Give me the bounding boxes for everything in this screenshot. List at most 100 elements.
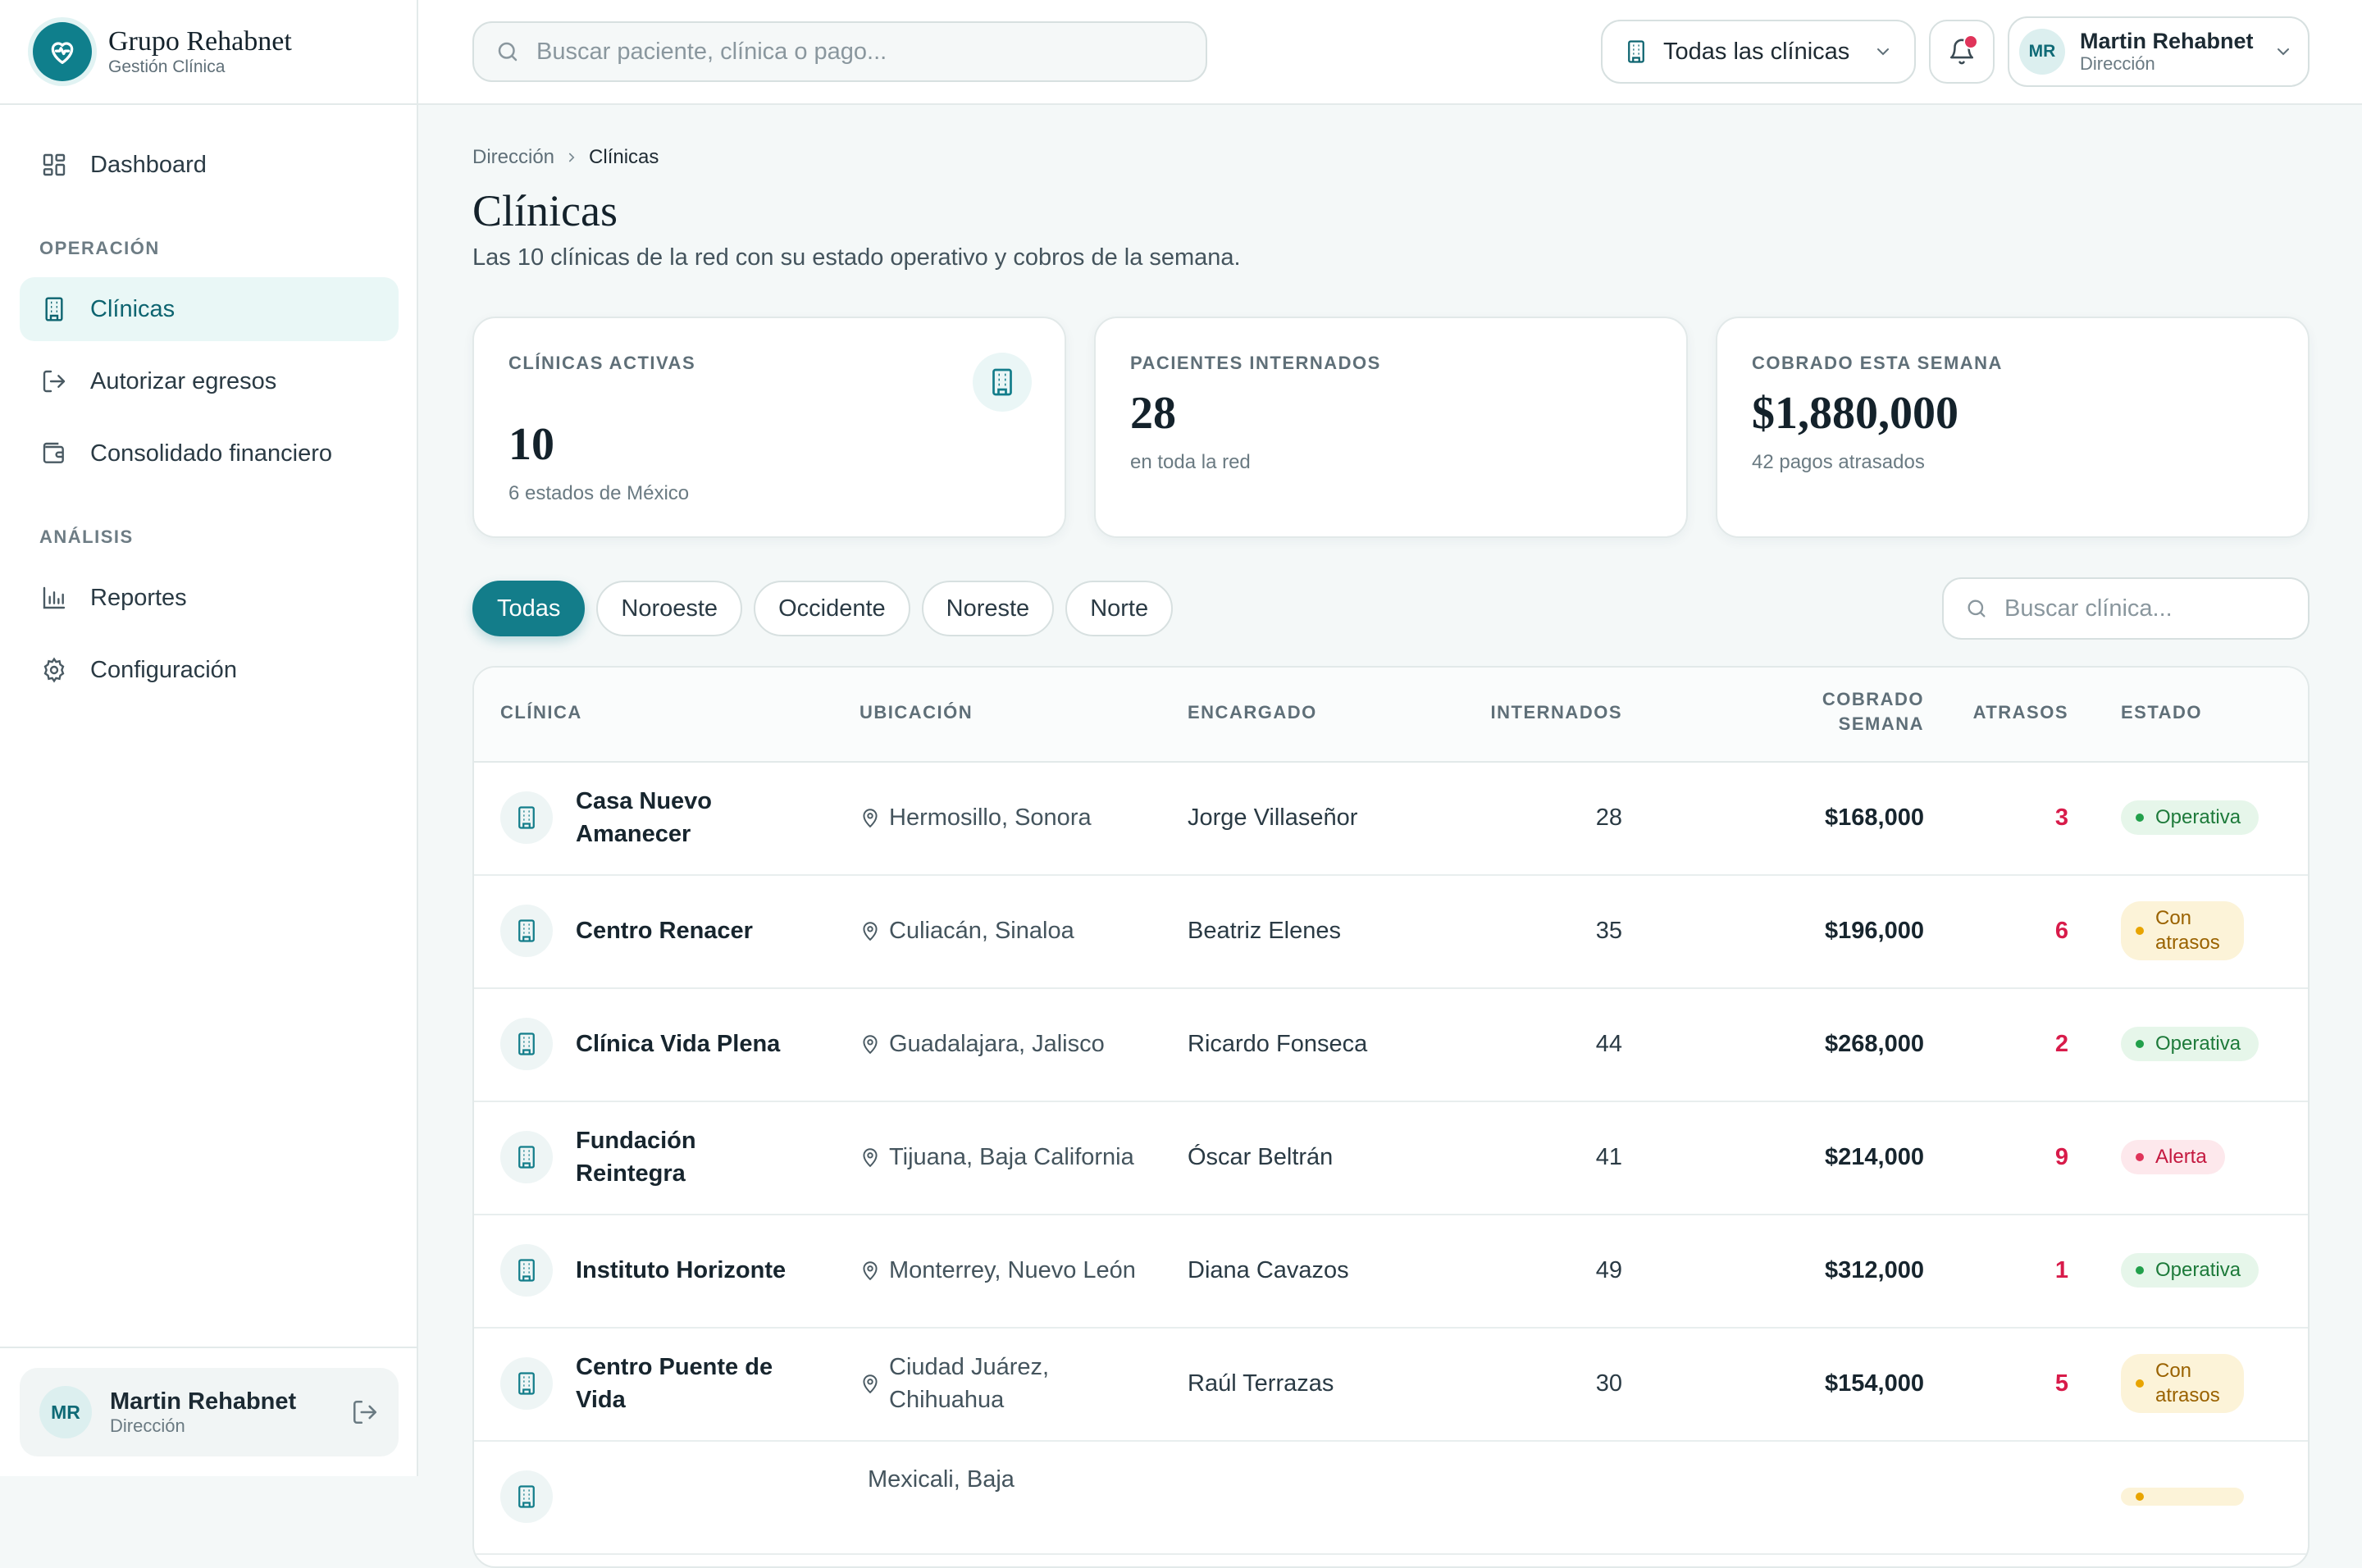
user-menu[interactable]: MR Martin Rehabnet Dirección [2008, 16, 2310, 87]
status-badge: Operativa [2121, 1027, 2259, 1061]
clinic-name[interactable]: Centro Puente de Vida [576, 1354, 773, 1413]
status-label: Operativa [2155, 1259, 2241, 1281]
map-pin-icon [860, 1146, 881, 1168]
clinic-search[interactable] [1942, 577, 2310, 640]
user-card: MR Martin Rehabnet Dirección [20, 1368, 399, 1456]
sidebar-item-dashboard[interactable]: Dashboard [20, 133, 399, 197]
clinic-name[interactable]: Instituto Horizonte [576, 1257, 787, 1283]
clinic-name[interactable]: Casa Nuevo Amanecer [576, 788, 713, 847]
clinic-internados: 30 [1595, 1370, 1622, 1397]
filter-chip-occidente[interactable]: Occidente [754, 581, 910, 636]
sidebar: Grupo Rehabnet Gestión Clínica Dashboard… [0, 0, 418, 1476]
search-input[interactable] [535, 37, 1161, 66]
stat-card-clinicas-activas: CLÍNICAS ACTIVAS 10 6 estados de México [472, 317, 1066, 538]
chevron-down-icon [1873, 42, 1893, 62]
sidebar-item-reportes[interactable]: Reportes [20, 566, 399, 630]
notification-dot [1963, 34, 1978, 49]
column-header-cobrado[interactable]: COBRADO SEMANA [1622, 687, 1924, 736]
column-header-internados[interactable]: INTERNADOS [1490, 702, 1622, 722]
filter-chip-noreste[interactable]: Noreste [921, 581, 1055, 636]
stat-value: $1,880,000 [1752, 388, 1958, 439]
sidebar-item-consolidado-financiero[interactable]: Consolidado financiero [20, 422, 399, 485]
sidebar-item-configuracion[interactable]: Configuración [20, 638, 399, 702]
avatar: MR [2019, 29, 2065, 75]
clinic-location: Tijuana, Baja California [889, 1144, 1134, 1170]
status-dot [2136, 927, 2144, 935]
clinic-location: Monterrey, Nuevo León [889, 1257, 1136, 1283]
page-subtitle: Las 10 clínicas de la red con su estado … [472, 244, 1241, 271]
clinics-table: CLÍNICA UBICACIÓN ENCARGADO INTERNADOS C… [472, 666, 2310, 1568]
table-row[interactable]: Instituto Horizonte Monterrey, Nuevo Leó… [474, 1214, 2308, 1329]
table-row[interactable]: Mexicali, Baja [474, 1440, 2308, 1555]
stat-note: 42 pagos atrasados [1752, 451, 1925, 473]
status-dot [2136, 1040, 2144, 1048]
clinic-internados: 44 [1595, 1031, 1622, 1057]
building-icon [500, 1131, 553, 1183]
bell-icon [1948, 38, 1976, 66]
table-row[interactable]: Clínica Vida Plena Guadalajara, Jalisco … [474, 987, 2308, 1102]
bar-chart-icon [39, 583, 69, 613]
stat-label: CLÍNICAS ACTIVAS [508, 353, 696, 373]
filter-chip-todas[interactable]: Todas [472, 581, 586, 636]
status-dot [2136, 814, 2144, 822]
clinic-name[interactable]: Fundación Reintegra [576, 1128, 696, 1187]
column-header-estado[interactable]: ESTADO [2121, 702, 2203, 722]
notifications-button[interactable] [1929, 20, 1995, 84]
status-badge: Operativa [2121, 1253, 2259, 1288]
clinic-filter-label: Todas las clínicas [1663, 38, 1850, 65]
clinic-filter-dropdown[interactable]: Todas las clínicas [1601, 20, 1916, 84]
brand-subtitle: Gestión Clínica [108, 57, 226, 76]
clinic-name[interactable]: Clínica Vida Plena [576, 1031, 781, 1057]
sidebar-item-autorizar-egresos[interactable]: Autorizar egresos [20, 349, 399, 413]
table-row[interactable]: Fundación Reintegra Tijuana, Baja Califo… [474, 1101, 2308, 1215]
dashboard-icon [39, 150, 69, 180]
stat-card-cobrado-semana: COBRADO ESTA SEMANA $1,880,000 42 pagos … [1716, 317, 2310, 538]
global-search[interactable] [472, 21, 1207, 82]
clinic-atrasos: 3 [2054, 805, 2068, 831]
clinic-cobrado: $196,000 [1825, 918, 1924, 944]
logout-icon[interactable] [351, 1398, 379, 1426]
clinic-cobrado: $214,000 [1825, 1144, 1924, 1170]
breadcrumb: Dirección Clínicas [472, 146, 659, 169]
filter-chip-norte[interactable]: Norte [1065, 581, 1174, 636]
column-header-cobrado-line1: COBRADO [1822, 689, 1924, 709]
status-badge: Alerta [2121, 1140, 2225, 1174]
building-icon [500, 1470, 553, 1523]
clinic-manager: Ricardo Fonseca [1188, 1031, 1368, 1057]
status-badge: Con atrasos [2121, 1354, 2244, 1413]
status-badge [2121, 1488, 2244, 1506]
table-row[interactable]: Casa Nuevo Amanecer Hermosillo, Sonora J… [474, 761, 2308, 876]
building-icon [500, 1244, 553, 1297]
stat-label: COBRADO ESTA SEMANA [1752, 353, 2003, 373]
clinic-name[interactable]: Centro Renacer [576, 918, 753, 944]
clinic-cobrado: $268,000 [1825, 1031, 1924, 1057]
status-label: Con atrasos [2155, 907, 2220, 954]
stat-note: en toda la red [1130, 451, 1251, 473]
building-icon [1624, 39, 1648, 64]
column-header-clinica[interactable]: CLÍNICA [500, 702, 582, 722]
stat-value: 10 [508, 419, 554, 470]
stat-note: 6 estados de México [508, 482, 690, 504]
sidebar-item-clinicas[interactable]: Clínicas [20, 277, 399, 341]
status-dot [2136, 1153, 2144, 1161]
table-row[interactable]: Centro Puente de Vida Ciudad Juárez, Chi… [474, 1327, 2308, 1442]
clinic-search-input[interactable] [2003, 594, 2285, 623]
gear-icon [39, 655, 69, 685]
table-row[interactable]: Centro Renacer Culiacán, Sinaloa Beatriz… [474, 874, 2308, 989]
avatar: MR [39, 1386, 92, 1438]
column-header-encargado[interactable]: ENCARGADO [1188, 702, 1317, 722]
status-badge: Operativa [2121, 800, 2259, 835]
nav-section-analisis: ANÁLISIS [39, 526, 134, 547]
column-header-ubicacion[interactable]: UBICACIÓN [860, 702, 974, 722]
column-header-atrasos[interactable]: ATRASOS [1972, 702, 2068, 722]
sidebar-item-label: Consolidado financiero [90, 440, 333, 467]
clinic-manager: Raúl Terrazas [1188, 1370, 1334, 1397]
brand[interactable]: Grupo Rehabnet Gestión Clínica [0, 0, 417, 105]
stat-card-pacientes-internados: PACIENTES INTERNADOS 28 en toda la red [1094, 317, 1688, 538]
clinic-internados: 35 [1595, 918, 1622, 944]
user-name: Martin Rehabnet [110, 1388, 297, 1415]
clinic-location: Guadalajara, Jalisco [889, 1031, 1105, 1057]
breadcrumb-parent[interactable]: Dirección [472, 146, 555, 168]
filter-chip-noroeste[interactable]: Noroeste [596, 581, 743, 636]
stat-value: 28 [1130, 388, 1176, 439]
